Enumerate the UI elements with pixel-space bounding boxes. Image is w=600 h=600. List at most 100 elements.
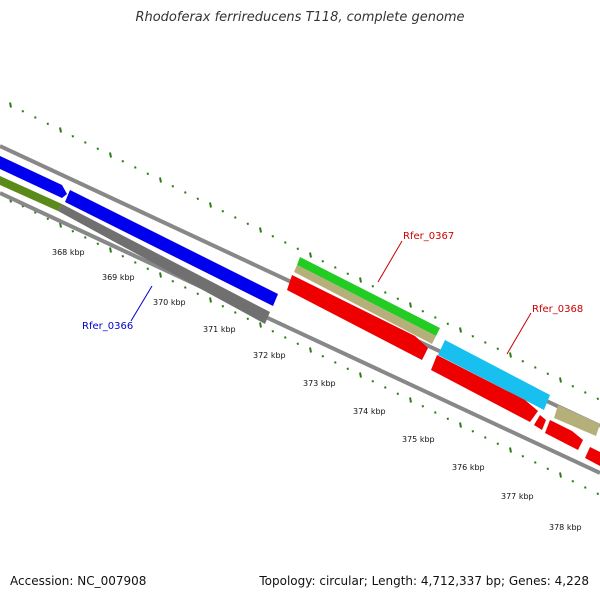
tick-outer (371, 284, 375, 288)
tick-inner (559, 472, 562, 478)
gene-label-rfer-0366[interactable]: Rfer_0366 (82, 321, 133, 332)
tick-outer (109, 152, 112, 158)
tick-outer (96, 147, 100, 151)
cds-red-e[interactable] (585, 447, 600, 466)
tick-inner (409, 397, 412, 403)
tick-inner (396, 392, 400, 396)
kbp-label: 375 kbp (402, 435, 435, 444)
tick-outer (121, 159, 125, 163)
tick-outer (184, 191, 187, 194)
tick-inner (584, 486, 587, 489)
tick-outer (196, 197, 200, 201)
kbp-label: 371 kbp (203, 325, 236, 334)
tick-outer (546, 372, 550, 376)
tick-inner (184, 286, 187, 289)
tick-outer (446, 322, 450, 326)
cds-green[interactable] (297, 257, 440, 336)
tick-inner (309, 347, 312, 353)
tick-inner (434, 411, 437, 414)
tick-outer (584, 391, 587, 394)
tick-inner (71, 229, 75, 233)
tick-outer (396, 297, 400, 301)
tick-outer (421, 309, 425, 313)
tick-outer (209, 202, 212, 208)
tick-outer (246, 222, 250, 226)
cds-tan-b[interactable] (554, 405, 600, 436)
map-title: Rhodoferax ferrireducens T118, complete … (135, 10, 465, 25)
tick-inner (534, 461, 537, 464)
tick-outer (234, 216, 237, 219)
tick-outer (309, 252, 312, 258)
tick-outer (459, 327, 462, 333)
tick-outer (596, 397, 600, 401)
tick-outer (259, 227, 262, 233)
tick-inner (34, 211, 37, 214)
tick-inner (59, 222, 62, 228)
tick-inner (134, 261, 137, 264)
kbp-label: 370 kbp (153, 298, 186, 307)
tick-inner (446, 417, 450, 421)
tick-outer (521, 359, 525, 363)
cds-gray[interactable] (58, 204, 270, 324)
tick-inner (171, 279, 175, 283)
kbp-label: 368 kbp (52, 248, 85, 257)
tick-outer (71, 134, 75, 138)
cds-red-d[interactable] (545, 420, 583, 450)
tick-inner (159, 272, 162, 278)
tick-outer (171, 184, 175, 188)
tick-inner (196, 292, 200, 296)
tick-outer (21, 109, 25, 113)
cds-blue-left[interactable] (0, 156, 67, 198)
tick-outer (496, 347, 500, 351)
tick-outer (296, 247, 300, 251)
cds-red-b[interactable] (431, 355, 538, 422)
tick-inner (334, 361, 337, 364)
tick-inner (296, 342, 300, 346)
tick-outer (484, 341, 487, 344)
cds-blue-right[interactable] (65, 190, 278, 306)
tick-outer (346, 272, 350, 276)
tick-inner (484, 436, 487, 439)
tick-outer (46, 122, 50, 126)
tick-inner (259, 322, 262, 328)
gene-label-rfer-0368[interactable]: Rfer_0368 (532, 304, 583, 315)
tick-inner (321, 354, 325, 358)
cds-red-c[interactable] (534, 415, 546, 430)
tick-inner (46, 217, 50, 221)
genome-summary: Topology: circular; Length: 4,712,337 bp… (259, 574, 589, 588)
tick-inner (509, 447, 512, 453)
accession-label: Accession: NC_007908 (10, 574, 147, 588)
callout-line-rfer-0368 (506, 312, 532, 355)
tick-inner (271, 329, 275, 333)
tick-inner (84, 236, 87, 239)
kbp-label: 378 kbp (549, 523, 582, 532)
cds-olive[interactable] (0, 176, 62, 211)
tick-inner (146, 267, 150, 271)
backbone-inner (0, 191, 600, 475)
kbp-label: 374 kbp (353, 407, 386, 416)
tick-inner (121, 254, 125, 258)
gene-label-rfer-0367[interactable]: Rfer_0367 (403, 231, 454, 242)
tick-inner (221, 304, 225, 308)
tick-inner (521, 454, 525, 458)
tick-outer (34, 116, 37, 119)
tick-inner (471, 429, 475, 433)
tick-inner (546, 467, 550, 471)
tick-inner (96, 242, 100, 246)
tick-inner (421, 404, 425, 408)
cds-cyan[interactable] (438, 340, 550, 410)
tick-outer (59, 127, 62, 133)
tick-inner (496, 442, 500, 446)
cds-tan-a[interactable] (294, 265, 436, 344)
tick-outer (334, 266, 337, 269)
tick-inner (109, 247, 112, 253)
cds-red-a[interactable] (287, 275, 428, 360)
tick-outer (409, 302, 412, 308)
tick-inner (459, 422, 462, 428)
tick-outer (434, 316, 437, 319)
kbp-label: 373 kbp (303, 379, 336, 388)
tick-inner (234, 311, 237, 314)
kbp-label: 376 kbp (452, 463, 485, 472)
tick-outer (159, 177, 162, 183)
